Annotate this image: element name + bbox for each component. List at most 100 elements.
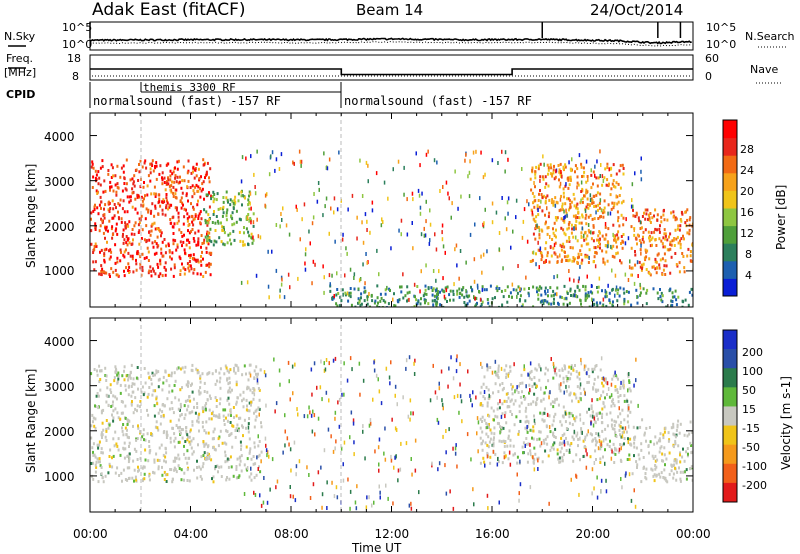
power-scatter-point xyxy=(387,196,389,201)
velocity-echo-point xyxy=(176,367,179,371)
velocity-echo-point xyxy=(572,368,575,372)
power-echo-point xyxy=(216,192,219,196)
power-echo-point xyxy=(647,217,649,221)
power-scatter-point xyxy=(632,204,634,209)
velocity-scatter-point xyxy=(405,366,407,371)
velocity-echo-point xyxy=(131,382,134,386)
velocity-echo-point xyxy=(605,380,607,384)
noise-search-line xyxy=(90,41,692,47)
velocity-echo-point xyxy=(189,399,192,403)
power-scatter-point xyxy=(454,247,456,252)
power-echo-point xyxy=(247,203,250,207)
velocity-echo-point xyxy=(143,391,146,395)
velocity-scatter-point xyxy=(634,504,637,509)
velocity-scatter-point xyxy=(445,491,448,496)
power-echo-point xyxy=(203,208,206,212)
velocity-echo-point xyxy=(608,445,611,448)
power-echo-point xyxy=(595,301,598,305)
power-echo-point xyxy=(593,255,596,259)
power-echo-point xyxy=(233,202,236,206)
velocity-scatter-point xyxy=(260,459,262,464)
velocity-echo-point xyxy=(483,375,486,379)
velocity-echo-point xyxy=(578,396,581,400)
power-echo-point xyxy=(603,206,606,210)
velocity-echo-point xyxy=(654,467,657,471)
power-echo-point xyxy=(590,197,593,201)
power-echo-point xyxy=(192,207,195,211)
velocity-echo-point xyxy=(617,450,620,454)
power-echo-point xyxy=(200,217,203,221)
velocity-colorbar-cell xyxy=(723,330,737,350)
velocity-echo-point xyxy=(210,412,213,416)
velocity-echo-point xyxy=(212,437,215,441)
power-echo-point xyxy=(578,221,581,225)
velocity-scatter-point xyxy=(550,357,552,361)
power-scatter-point xyxy=(371,208,374,213)
power-echo-point xyxy=(639,293,642,297)
velocity-echo-point xyxy=(529,449,532,453)
power-echo-point xyxy=(640,268,643,272)
power-echo-point xyxy=(137,223,140,227)
velocity-echo-point xyxy=(135,449,138,453)
power-echo-point xyxy=(197,241,200,245)
power-echo-point xyxy=(554,216,557,219)
velocity-echo-point xyxy=(256,375,259,379)
power-echo-point xyxy=(154,204,157,208)
velocity-echo-point xyxy=(597,411,600,415)
velocity-scatter-point xyxy=(359,392,361,397)
velocity-echo-point xyxy=(236,396,239,400)
velocity-scatter-point xyxy=(379,490,381,495)
velocity-echo-point xyxy=(486,423,489,427)
power-echo-point xyxy=(663,218,666,222)
velocity-echo-point xyxy=(105,379,108,382)
x-tick-label: 20:00 xyxy=(576,527,611,541)
velocity-echo-point xyxy=(130,401,133,405)
power-echo-point xyxy=(582,166,585,170)
power-scatter-point xyxy=(477,285,479,290)
power-echo-point xyxy=(545,182,548,186)
velocity-scatter-point xyxy=(392,501,394,506)
power-echo-point xyxy=(186,171,189,175)
velocity-scatter-point xyxy=(486,363,488,368)
power-echo-point xyxy=(554,292,557,296)
velocity-echo-point xyxy=(225,429,228,433)
power-echo-point xyxy=(619,164,622,168)
power-echo-point xyxy=(662,213,665,217)
velocity-echo-point xyxy=(480,442,483,446)
power-echo-point xyxy=(520,305,523,307)
power-cbar-tick-8: 8 xyxy=(745,248,752,261)
velocity-echo-point xyxy=(211,437,214,441)
power-echo-point xyxy=(650,231,653,235)
power-echo-point xyxy=(152,169,155,173)
power-echo-point xyxy=(104,203,107,207)
velocity-echo-point xyxy=(116,466,119,470)
power-echo-point xyxy=(544,292,547,296)
velocity-echo-point xyxy=(672,476,675,480)
power-scatter-point xyxy=(438,269,440,274)
velocity-echo-point xyxy=(237,368,240,372)
velocity-echo-point xyxy=(165,460,167,464)
power-echo-point xyxy=(186,185,189,189)
velocity-echo-point xyxy=(679,460,682,464)
power-echo-point xyxy=(556,260,559,264)
power-echo-point xyxy=(589,290,592,294)
power-scatter-point xyxy=(538,265,540,270)
power-echo-point xyxy=(115,273,118,277)
power-echo-point xyxy=(220,221,222,225)
velocity-scatter-point xyxy=(576,431,579,436)
power-echo-point xyxy=(153,252,156,256)
power-scatter-point xyxy=(482,175,485,180)
power-echo-point xyxy=(523,287,526,291)
power-echo-point xyxy=(194,168,197,172)
velocity-echo-point xyxy=(112,409,115,413)
power-echo-point xyxy=(567,176,569,180)
power-echo-point xyxy=(183,233,185,237)
power-echo-point xyxy=(251,241,254,245)
velocity-echo-point xyxy=(141,385,144,389)
velocity-echo-point xyxy=(639,425,642,429)
power-scatter-point xyxy=(607,243,610,248)
power-echo-point xyxy=(118,217,120,221)
velocity-scatter-point xyxy=(313,413,316,418)
velocity-scatter-point xyxy=(405,358,408,363)
velocity-echo-point xyxy=(561,455,564,459)
